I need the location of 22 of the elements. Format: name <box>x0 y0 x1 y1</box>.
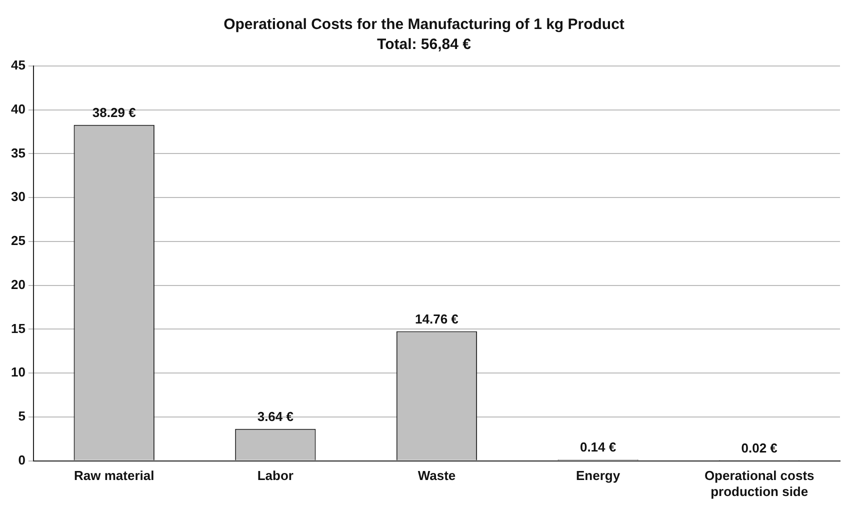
x-tick-label: Energy <box>576 468 621 484</box>
x-tick-label: Raw material <box>74 468 154 484</box>
y-tick-label: 35 <box>10 145 26 160</box>
chart-title: Operational Costs for the Manufacturing of 1 kg Product <box>224 16 624 34</box>
y-tick-label: 20 <box>10 276 26 292</box>
y-tick-label: 25 <box>10 233 26 248</box>
data-label: 3.64 € <box>257 408 294 424</box>
y-tick-label: 45 <box>10 58 26 73</box>
x-tick-label: Operational costs production side <box>704 468 814 499</box>
y-tick-label: 10 <box>10 364 26 380</box>
y-tick-label: 15 <box>10 320 26 336</box>
y-tick-label: 40 <box>10 101 26 116</box>
data-label: 0.02 € <box>741 440 778 456</box>
y-tick-label: 30 <box>10 189 26 204</box>
chart-subtitle: Total: 56,84 € <box>377 36 472 54</box>
y-tick-label: 0 <box>18 452 26 468</box>
x-tick-label: Labor <box>257 468 294 484</box>
data-label: 14.76 € <box>415 311 458 326</box>
y-tick-label: 5 <box>18 408 26 424</box>
data-label: 0.14 € <box>580 440 616 455</box>
data-label: 38.29 € <box>92 104 136 120</box>
x-tick-label: Waste <box>418 468 456 484</box>
